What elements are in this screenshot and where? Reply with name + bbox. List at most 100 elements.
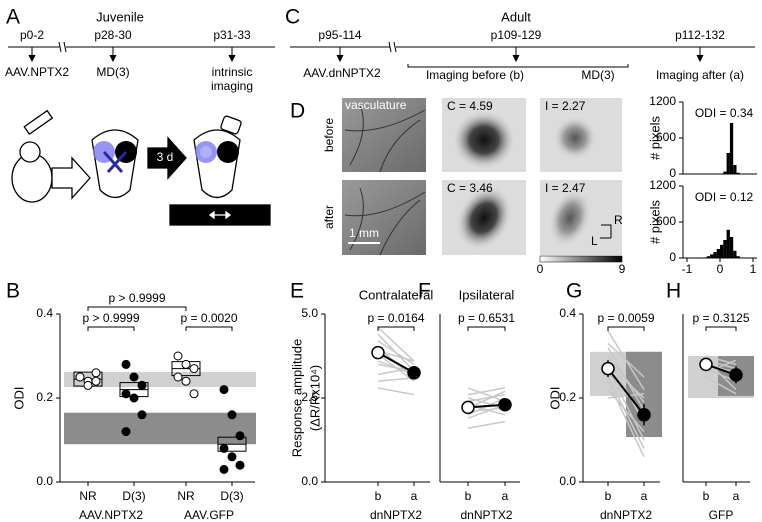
y-tick-label: 0.0: [301, 474, 318, 488]
y-tick-label: 1200: [649, 94, 676, 108]
histogram-bar: [736, 172, 740, 174]
panel-label: A: [6, 6, 20, 29]
x-tick-label: NR: [177, 489, 195, 503]
data-point: [91, 368, 101, 378]
x-tick-label: b: [375, 489, 382, 503]
pair-line: [705, 359, 737, 374]
timeline-tick: p28-30: [94, 28, 132, 42]
mean-marker: [407, 366, 421, 380]
data-point: [121, 389, 131, 399]
pair-line: [377, 377, 415, 382]
data-point: [189, 364, 199, 374]
pair-line: [377, 340, 415, 366]
mean-marker: [601, 361, 615, 376]
data-point: [137, 410, 147, 420]
pair-line: [377, 326, 415, 362]
data-point: [181, 376, 191, 386]
data-point: [173, 372, 183, 382]
timeline-event: Imaging before (b): [426, 68, 524, 82]
y-axis-label: # pixels: [647, 199, 662, 244]
image-label: vasculature: [345, 98, 407, 112]
panel-label: F: [418, 280, 431, 303]
y-axis-label: # pixels: [647, 115, 662, 160]
histogram-bar: [720, 244, 724, 258]
histogram-bar: [723, 171, 727, 174]
comparison-label: p = 0.0059: [597, 311, 654, 325]
pair-line: [467, 393, 506, 403]
mean-line: [377, 351, 415, 374]
x-tick-label: NR: [79, 489, 97, 503]
y-tick-label: 0: [669, 166, 676, 180]
comparison-bracket: [87, 326, 135, 331]
timeline-event: Imaging after (a): [656, 68, 744, 82]
panel-label: D: [290, 100, 305, 123]
histogram-bar: [723, 240, 727, 258]
y-axis-label: ODI: [11, 386, 26, 409]
reference-band: [64, 412, 256, 445]
y-tick-label: 0.0: [559, 474, 576, 488]
timeline-event: AAV.NPTX2: [5, 65, 69, 79]
panel-label: C: [285, 6, 300, 29]
colorbar-label: 0: [537, 262, 544, 276]
x-tick-label: a: [641, 489, 648, 503]
comparison-label: p = 0.0164: [367, 311, 424, 325]
x-tick-label: 1: [750, 262, 757, 276]
data-point: [83, 380, 93, 390]
pair-line: [607, 342, 645, 378]
comparison-bracket: [87, 306, 187, 311]
data-point: [129, 372, 139, 382]
histogram-bar: [710, 254, 714, 258]
histogram-bar: [726, 153, 730, 174]
mean-marker: [699, 357, 713, 372]
group-label: AAV.NPTX2: [79, 508, 143, 522]
image-label: I = 2.27: [545, 99, 586, 113]
data-point: [219, 464, 229, 474]
data-point: [91, 376, 101, 386]
x-axis-label: dnNPTX2: [370, 508, 422, 522]
pair-line: [467, 387, 506, 396]
panel-label: E: [290, 280, 304, 303]
reference-band: [64, 371, 256, 388]
x-tick-label: a: [502, 489, 509, 503]
pair-line: [467, 387, 506, 403]
comparison-label: p > 0.9999: [82, 311, 139, 325]
y-tick-label: 600: [656, 130, 676, 144]
y-axis-label: Response amplitude: [289, 339, 304, 458]
mean-marker: [729, 368, 743, 382]
data-point: [173, 351, 183, 361]
timeline-tick: p0-2: [20, 28, 44, 42]
x-tick-label: 0: [717, 262, 724, 276]
histogram-bar: [736, 256, 740, 258]
colorbar-label: 9: [619, 262, 626, 276]
histogram-bar: [729, 123, 734, 174]
x-axis-label: dnNPTX2: [460, 508, 512, 522]
chart-title: Contralateral: [359, 287, 434, 302]
orientation-label: L: [591, 234, 598, 248]
histogram-bar: [716, 249, 720, 258]
timeline-tick: p112-132: [675, 28, 725, 42]
histogram-bar: [733, 165, 737, 174]
timeline-tick: p31-33: [213, 28, 251, 42]
comparison-bracket: [377, 326, 415, 331]
data-point: [227, 410, 237, 420]
image-label: I = 2.47: [545, 181, 586, 195]
x-tick-label: a: [411, 489, 418, 503]
pair-line: [607, 368, 645, 441]
y-tick-label: 2.5: [301, 390, 318, 404]
comparison-bracket: [185, 326, 233, 331]
group-label: AAV.GFP: [184, 508, 234, 522]
x-tick-label: D(3): [220, 489, 243, 503]
timeline-adult: [290, 41, 755, 68]
pair-line: [607, 380, 645, 458]
timeline-title: Adult: [501, 9, 531, 24]
pair-line: [467, 407, 506, 413]
annotation: ODI = 0.12: [695, 190, 754, 204]
histogram-bar: [706, 256, 711, 258]
y-tick-label: 5.0: [301, 306, 318, 320]
data-point: [235, 431, 245, 441]
mean-marker: [371, 345, 385, 360]
x-tick-label: b: [703, 489, 710, 503]
y-tick-label: 0.4: [36, 306, 53, 320]
data-point: [219, 443, 229, 453]
y-tick-label: 600: [656, 214, 676, 228]
